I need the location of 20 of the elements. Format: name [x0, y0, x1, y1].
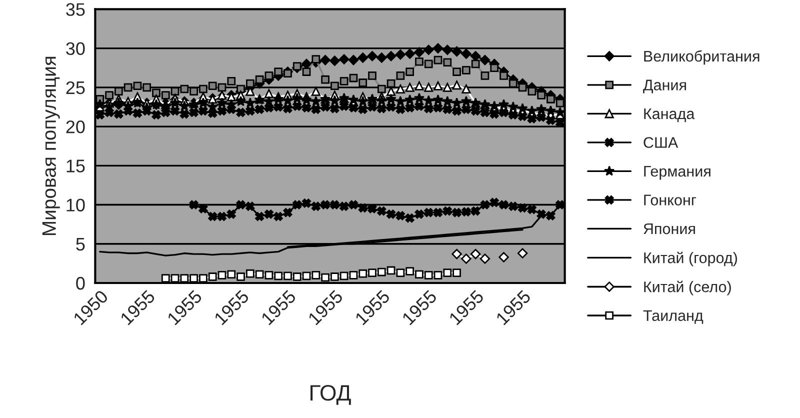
- legend-label: Дания: [643, 80, 686, 94]
- y-tick-label: 5: [76, 238, 85, 251]
- y-tick-label: 20: [66, 120, 85, 134]
- legend-label: Канада: [644, 108, 695, 122]
- y-tick-label: 0: [76, 276, 85, 290]
- legend-label: Китай (город): [644, 252, 737, 266]
- y-axis-title: Мировая популяция: [42, 56, 60, 236]
- legend-label: Гонконг: [644, 194, 696, 206]
- legend-label: Япония: [644, 224, 695, 234]
- y-tick-label: 25: [66, 81, 85, 94]
- y-tick-label: 35: [66, 3, 85, 16]
- legend-label: Таиланд: [643, 310, 704, 324]
- y-tick-label: 15: [66, 160, 85, 172]
- legend-label: США: [644, 137, 678, 148]
- legend-label: Китай (село): [644, 280, 731, 296]
- x-axis-title: ГОД: [310, 384, 351, 405]
- legend-label: Великобритания: [644, 50, 760, 65]
- y-tick-label: 30: [66, 42, 85, 56]
- y-tick-label: 10: [66, 198, 85, 212]
- legend-label: Германия: [644, 166, 710, 180]
